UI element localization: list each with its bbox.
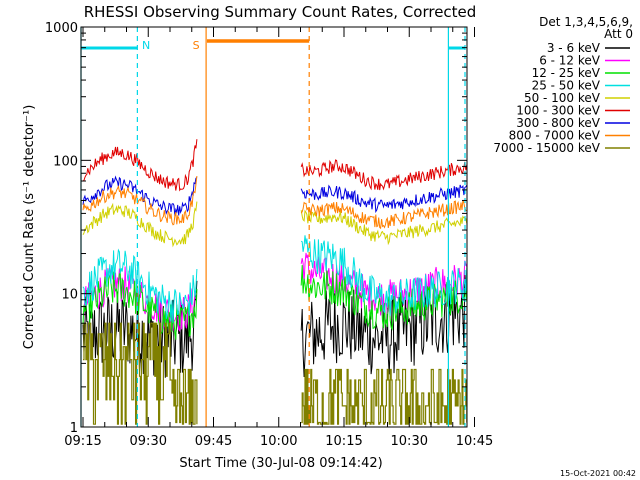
series-line-4 bbox=[82, 235, 468, 323]
y-tick-label: 10 bbox=[61, 288, 78, 303]
series-line-7 bbox=[82, 175, 468, 217]
series-line-9 bbox=[83, 322, 468, 425]
annotation-label: N bbox=[142, 39, 150, 52]
y-tick-label: 100 bbox=[53, 154, 78, 169]
series-layer bbox=[82, 139, 468, 425]
legend-label: 6 - 12 keV bbox=[539, 54, 601, 68]
x-tick-label: 10:45 bbox=[456, 434, 493, 449]
x-tick-label: 10:15 bbox=[325, 434, 362, 449]
legend-label: 7000 - 15000 keV bbox=[493, 141, 600, 155]
y-tick-label: 1000 bbox=[45, 21, 78, 36]
plot-frame bbox=[80, 26, 468, 428]
annotation-label: S bbox=[193, 39, 200, 52]
x-tick-label: 10:00 bbox=[260, 434, 297, 449]
series-line-5 bbox=[82, 201, 468, 248]
y-axis-label: Corrected Count Rate (s⁻¹ detector⁻¹) bbox=[22, 105, 37, 350]
axis-layer: 1 10 100 1000 09:15 09:30 09:45 10:00 10:15 10:30… bbox=[45, 21, 493, 449]
legend-label: 100 - 300 keV bbox=[516, 104, 600, 118]
legend-label: 800 - 7000 keV bbox=[509, 129, 601, 143]
legend-label: 12 - 25 keV bbox=[532, 66, 601, 80]
legend-header-line-2: Att 0 bbox=[604, 27, 633, 41]
series-line-3 bbox=[82, 265, 468, 340]
legend-label: 300 - 800 keV bbox=[516, 116, 600, 130]
timestamp: 15-Oct-2021 00:42 bbox=[560, 469, 636, 478]
legend-label: 3 - 6 keV bbox=[547, 41, 601, 55]
y-tick-label: 1 bbox=[70, 421, 78, 436]
chart-title: RHESSI Observing Summary Count Rates, Co… bbox=[84, 3, 477, 21]
legend-label: 25 - 50 keV bbox=[532, 79, 601, 93]
x-axis-label: Start Time (30-Jul-08 09:14:42) bbox=[179, 456, 382, 471]
x-tick-label: 09:45 bbox=[195, 434, 232, 449]
x-tick-label: 10:30 bbox=[391, 434, 428, 449]
series-line-6 bbox=[82, 139, 468, 192]
x-tick-label: 09:15 bbox=[64, 434, 101, 449]
legend-header-line-1: Det 1,3,4,5,6,9, bbox=[539, 15, 633, 29]
legend-label: 50 - 100 keV bbox=[524, 91, 601, 105]
x-tick-label: 09:30 bbox=[130, 434, 167, 449]
series-line-8 bbox=[82, 175, 467, 230]
